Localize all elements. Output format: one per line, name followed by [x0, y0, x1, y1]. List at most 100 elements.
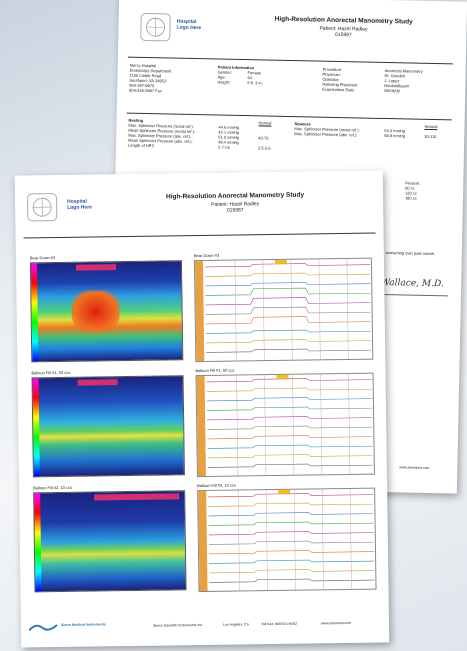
footer-web: www.sierrainst.com	[320, 620, 352, 626]
procedure: Procedure: Anorectal Manometry Physician:…	[322, 67, 423, 94]
panel-label: Bear Down #3	[193, 252, 220, 259]
trace	[320, 374, 323, 475]
facility-line: 804-345-3987 Fax	[129, 87, 162, 94]
value: 09/19/09	[384, 87, 400, 94]
trace	[206, 397, 372, 402]
trace	[207, 463, 373, 468]
pressure-plot	[193, 257, 374, 363]
label: Height:	[217, 79, 231, 85]
footer-company: Sierra Scientific Instruments Inc.	[152, 623, 204, 628]
present: Present 60 cc 120 cc 180 cc	[405, 180, 419, 200]
resting: RestingNormal Max. Sphincter Pressure (r…	[128, 118, 271, 151]
logo-text: Hospital Logo Here	[67, 198, 92, 211]
trace	[207, 454, 373, 459]
trace	[207, 435, 373, 440]
squeeze: SqueezeNormal Max. Sphincter Pressure (r…	[294, 121, 437, 139]
trace	[205, 297, 371, 306]
trace	[194, 260, 205, 362]
value: 30-110	[424, 133, 437, 140]
pressure-plot	[195, 372, 375, 478]
trace	[208, 531, 374, 536]
trace	[234, 260, 237, 361]
heatmap	[33, 490, 187, 593]
label: Length of HPZ:	[127, 142, 155, 149]
panel-label: Balloon Fill #2, 10 ccs	[33, 484, 73, 491]
title: High-Resolution Anorectal Manometry Stud…	[165, 191, 305, 201]
trace	[209, 569, 375, 574]
trace	[208, 521, 374, 526]
trace	[205, 272, 371, 277]
trace	[209, 559, 375, 564]
rule	[23, 232, 376, 239]
trace	[236, 375, 239, 476]
heatmap-scale	[34, 493, 42, 592]
trace	[207, 406, 373, 411]
trace	[348, 373, 351, 474]
trace	[206, 348, 372, 353]
trace	[198, 490, 208, 592]
brand-mark	[28, 624, 58, 632]
heatmap-hotspot	[71, 290, 120, 333]
heatmap-scale	[30, 263, 39, 362]
label: Examination Date:	[322, 86, 355, 93]
facility: Mercy Hospital Endoscopy Department 1100…	[129, 63, 171, 94]
footer-phone: Toll free: 800-641-8452	[260, 621, 298, 627]
trace	[208, 502, 374, 507]
trace	[209, 578, 375, 583]
trace	[208, 493, 374, 498]
heatmap-scale	[32, 378, 40, 477]
trace	[205, 282, 371, 287]
footer-brand: Sierra Medical Instruments	[60, 622, 106, 627]
trace	[290, 259, 293, 360]
trace	[321, 489, 324, 590]
heatmap-bar	[77, 379, 118, 386]
heatmap-bar	[75, 264, 117, 271]
value: 180 cc	[404, 195, 417, 201]
value: 58.9 mmHg	[384, 132, 406, 139]
logo-icon	[146, 17, 165, 37]
trace	[349, 488, 352, 589]
trace	[207, 444, 373, 449]
logo-box	[140, 12, 171, 42]
footer-city: Los Angeles, CA	[222, 622, 249, 627]
trace	[206, 378, 372, 383]
back-page: Hospital Logo Here High-Resolution Anore…	[108, 0, 467, 494]
trace	[205, 263, 371, 268]
panel-label: Balloon Fill #1, 50 ccs	[31, 369, 71, 376]
value: 40-70	[258, 135, 269, 141]
trace	[208, 512, 374, 517]
footer-web: www.sierrainst.com	[399, 465, 430, 471]
trace	[292, 374, 295, 475]
trace	[205, 287, 371, 296]
trace	[274, 259, 287, 264]
trace	[205, 329, 371, 334]
panel-label: Balloon Fill #1, 50 ccs	[195, 367, 235, 374]
value: 2.7 cm	[217, 144, 231, 150]
trace	[318, 259, 321, 360]
front-page: Hospital Logo Here High-Resolution Anore…	[14, 170, 390, 648]
trace	[237, 490, 240, 591]
trace	[206, 339, 372, 344]
trace	[265, 490, 268, 591]
note: worsening over past month.	[385, 250, 436, 257]
rule	[127, 56, 453, 65]
logo-icon	[32, 197, 52, 217]
trace	[264, 375, 267, 476]
trace	[262, 260, 265, 361]
value: 2.5-3.5	[257, 145, 271, 151]
label: Max. Sphincter Pressure (abs. ref.):	[294, 131, 358, 138]
trace	[206, 387, 372, 392]
trace	[208, 540, 374, 545]
trace	[205, 306, 371, 315]
trace	[276, 374, 289, 379]
logo-text: Hospital Logo Here	[176, 18, 202, 32]
heading: Normal	[258, 120, 272, 126]
trace	[278, 489, 291, 494]
heatmap	[31, 375, 185, 478]
trace	[346, 258, 349, 359]
logo-box	[26, 193, 58, 222]
trace	[207, 416, 373, 421]
heatmap	[29, 260, 184, 363]
panels: Bear Down #3 Bear Down #3 Balloon Fill #1,…	[15, 170, 383, 593]
panel-label: Bear Down #3	[29, 255, 56, 261]
